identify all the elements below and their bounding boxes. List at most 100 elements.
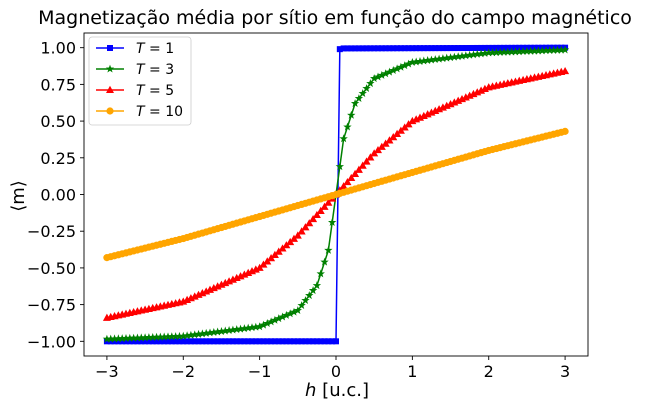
- data-point: [320, 257, 329, 266]
- data-point: [511, 47, 520, 56]
- data-point: [184, 338, 191, 345]
- legend-item: T = 10: [96, 104, 183, 120]
- data-point: [397, 45, 404, 52]
- data-point: [298, 338, 305, 345]
- data-point: [255, 263, 264, 271]
- data-point: [378, 45, 385, 52]
- data-point: [442, 53, 451, 62]
- legend-label: T = 10: [136, 104, 183, 120]
- data-point: [121, 333, 131, 342]
- data-point: [393, 129, 402, 138]
- data-point: [172, 338, 179, 345]
- data-point: [386, 45, 393, 52]
- data-point: [343, 122, 352, 131]
- data-point: [473, 49, 482, 58]
- data-point: [553, 45, 562, 54]
- series-4: [103, 127, 569, 262]
- data-point: [423, 56, 432, 65]
- data-point: [431, 55, 440, 64]
- data-point: [195, 338, 202, 345]
- data-point: [290, 234, 298, 242]
- data-point: [237, 338, 244, 345]
- data-point: [478, 44, 485, 51]
- data-point: [205, 328, 215, 337]
- data-point: [275, 338, 282, 345]
- legend-item: T = 1: [96, 41, 174, 57]
- data-point: [347, 110, 356, 119]
- data-point: [363, 45, 370, 52]
- data-point: [163, 332, 173, 341]
- data-point: [110, 334, 119, 343]
- data-point: [287, 338, 294, 345]
- data-point: [240, 324, 249, 333]
- data-point: [232, 325, 241, 334]
- data-point: [340, 45, 347, 52]
- y-tick-label: −0.50: [27, 259, 76, 278]
- data-point: [451, 45, 458, 52]
- data-point: [420, 45, 427, 52]
- data-point: [302, 338, 309, 345]
- data-point: [293, 306, 302, 315]
- data-point: [343, 177, 352, 186]
- data-point: [119, 338, 126, 345]
- data-point: [462, 45, 469, 52]
- data-point: [507, 47, 516, 56]
- data-point: [228, 325, 238, 334]
- legend-marker: [106, 107, 114, 115]
- data-point: [274, 314, 283, 323]
- data-point: [405, 45, 412, 52]
- data-point: [244, 323, 253, 332]
- data-point: [312, 281, 322, 290]
- data-point: [446, 53, 455, 62]
- data-point: [381, 69, 390, 78]
- data-point: [221, 326, 230, 335]
- data-point: [394, 45, 401, 52]
- data-point: [469, 50, 478, 59]
- data-point: [355, 45, 362, 52]
- data-point: [294, 338, 301, 345]
- data-point: [123, 338, 129, 345]
- data-point: [187, 338, 194, 345]
- data-point: [209, 327, 218, 336]
- data-point: [133, 333, 142, 342]
- data-point: [454, 52, 463, 61]
- data-point: [401, 45, 408, 52]
- data-point: [286, 237, 295, 246]
- data-point: [371, 45, 378, 52]
- data-point: [260, 338, 267, 345]
- data-point: [333, 338, 339, 345]
- x-tick-label: −1: [248, 362, 272, 381]
- x-axis-label: h [u.c.]: [305, 380, 369, 401]
- data-point: [111, 338, 118, 345]
- data-point: [308, 286, 318, 295]
- data-point: [103, 338, 110, 345]
- data-point: [409, 45, 416, 52]
- data-point: [484, 48, 493, 57]
- data-point: [538, 46, 547, 55]
- data-point: [359, 45, 366, 52]
- data-point: [291, 338, 297, 345]
- legend-marker: [107, 45, 113, 51]
- y-tick-label: 0.25: [40, 149, 76, 168]
- y-tick-label: 0.75: [40, 75, 76, 94]
- data-point: [309, 214, 318, 223]
- data-point: [321, 338, 328, 345]
- data-point: [358, 89, 367, 98]
- y-tick-label: 0.50: [40, 112, 76, 131]
- data-point: [286, 309, 295, 318]
- data-point: [157, 338, 164, 345]
- data-point: [492, 48, 501, 57]
- data-point: [518, 47, 528, 56]
- data-point: [171, 332, 180, 341]
- data-point: [424, 45, 431, 52]
- data-point: [348, 45, 355, 52]
- data-point: [134, 338, 141, 345]
- data-point: [419, 56, 428, 65]
- data-point: [439, 45, 446, 52]
- data-point: [149, 338, 156, 345]
- data-point: [485, 44, 492, 51]
- data-point: [443, 45, 450, 52]
- data-point: [305, 291, 314, 300]
- data-point: [366, 79, 375, 88]
- data-point: [252, 338, 259, 345]
